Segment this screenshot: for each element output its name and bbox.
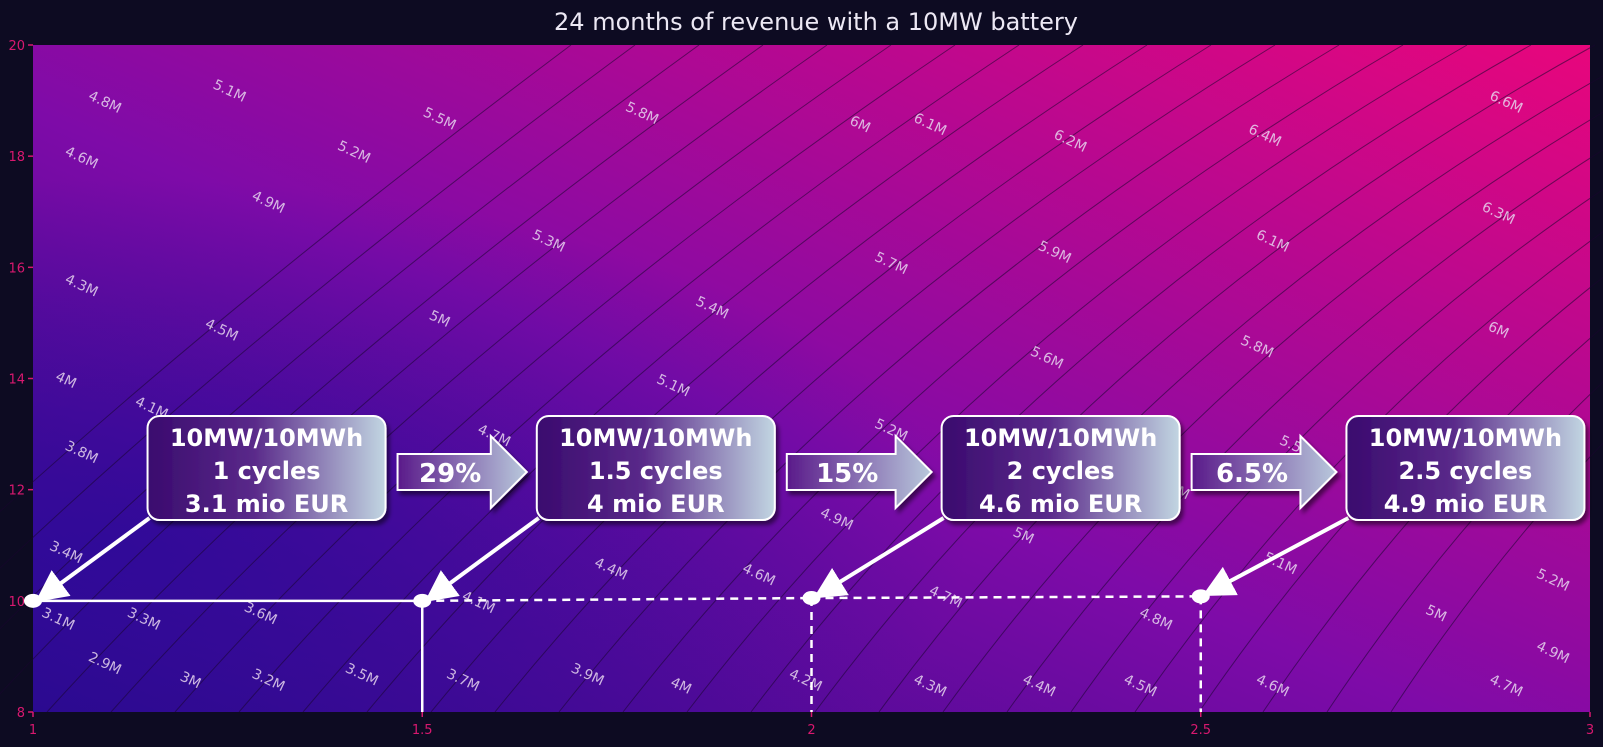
y-tick-label: 16: [8, 261, 25, 276]
annotation-box-bg: [146, 415, 387, 521]
annotation-text: 1.5 cycles: [589, 457, 723, 485]
annotation-text: 4.9 mio EUR: [1384, 490, 1547, 518]
data-points: [24, 589, 1210, 608]
annotation-box-bg: [940, 415, 1181, 521]
annotation-text: 10MW/10MWh: [170, 424, 363, 452]
contour-line: [1070, 188, 1603, 713]
contour-line: [0, 44, 572, 513]
pointer-arrows: [35, 516, 1350, 602]
increase-arrow-shape: [785, 433, 934, 511]
annotation-text: 2 cycles: [1007, 457, 1115, 485]
data-point: [413, 593, 432, 608]
y-tick-label: 20: [8, 39, 25, 54]
contour-line: [1006, 149, 1603, 713]
contour-line: [494, 44, 1276, 713]
contour-line: [1326, 381, 1603, 713]
annotation-box-bg: [1345, 415, 1586, 521]
annotation-box: 10MW/10MWh 2 cycles 4.6 mio EUR: [940, 415, 1181, 521]
y-tick-label: 14: [8, 373, 25, 388]
contour-line: [366, 44, 1148, 713]
contour-line: [686, 44, 1468, 713]
guide-lines: [33, 595, 1202, 712]
chart-title: 24 months of revenue with a 10MW battery: [554, 8, 1078, 36]
increase-label: 15%: [816, 459, 878, 489]
annotation-text: 3.1 mio EUR: [185, 490, 348, 518]
increase-label: 6.5%: [1216, 459, 1288, 489]
pointer-arrow: [1202, 516, 1350, 597]
contour-line: [174, 44, 956, 713]
contour-line: [1390, 442, 1603, 713]
pointer-arrow: [35, 516, 151, 602]
annotation-text: 10MW/10MWh: [964, 424, 1157, 452]
dashed-guide-horizontal: [422, 596, 812, 603]
increase-arrow-shape: [1190, 433, 1338, 511]
contour-line: [302, 44, 1084, 713]
annotation-text: 10MW/10MWh: [559, 424, 752, 452]
axes: 1 1.5 2 2.5 3 8 10 12 14 16 18 20: [8, 39, 1594, 738]
contour-line: [1262, 326, 1603, 713]
contour-line: [814, 44, 1596, 713]
increase-arrow: 15%: [785, 433, 934, 511]
annotation-text: 4 mio EUR: [587, 490, 725, 518]
increase-arrow: 6.5%: [1190, 433, 1338, 511]
annotation-text: 2.5 cycles: [1399, 457, 1533, 485]
increase-arrow-shape: [396, 433, 529, 511]
contour-line: [0, 44, 700, 630]
contour-line: [238, 44, 1020, 713]
contour-line: [558, 44, 1340, 713]
data-point: [1191, 589, 1210, 604]
y-tick-label: 12: [8, 484, 25, 499]
annotation-box: 10MW/10MWh 1 cycles 3.1 mio EUR: [146, 415, 387, 521]
annotation-text: 1 cycles: [213, 457, 321, 485]
annotation-box: 10MW/10MWh 1.5 cycles 4 mio EUR: [535, 415, 776, 521]
contour-line: [878, 75, 1603, 713]
y-tick-label: 8: [17, 706, 25, 721]
x-tick-label: 3: [1586, 723, 1594, 738]
y-tick-label: 18: [8, 150, 25, 165]
plot-area: 4.8M5.1M5.5M5.8M6M6.1M6.2M6.4M6.6M6.7M4.…: [0, 44, 1603, 713]
x-tick-label: 2.5: [1190, 723, 1211, 738]
x-tick-label: 2: [807, 723, 815, 738]
data-point: [802, 591, 821, 606]
contour-line: [430, 44, 1212, 713]
dashed-guide-horizontal: [811, 595, 1201, 600]
contour-line: [110, 44, 892, 713]
pointer-arrow: [813, 516, 945, 599]
annotation-box: 10MW/10MWh 2.5 cycles 4.9 mio EUR: [1345, 415, 1586, 521]
annotation-text: 4.6 mio EUR: [979, 490, 1142, 518]
contour-line: [46, 44, 828, 713]
contour-line: [1198, 276, 1603, 713]
contour-line: [622, 44, 1404, 713]
contour-line: [0, 44, 764, 695]
annotation-text: 10MW/10MWh: [1369, 424, 1562, 452]
increase-label: 29%: [419, 459, 481, 489]
contour-line: [0, 44, 636, 569]
contour-lines: [0, 44, 1603, 713]
annotation-box-bg: [535, 415, 776, 521]
increase-arrows: 29% 15% 6.5%: [396, 433, 1338, 511]
x-tick-label: 1: [29, 723, 37, 738]
increase-arrow: 29%: [396, 433, 529, 511]
contour-line: [942, 111, 1603, 713]
data-point: [24, 593, 42, 608]
pointer-arrow: [424, 516, 540, 602]
x-tick-label: 1.5: [412, 723, 433, 738]
y-tick-label: 10: [8, 595, 25, 610]
